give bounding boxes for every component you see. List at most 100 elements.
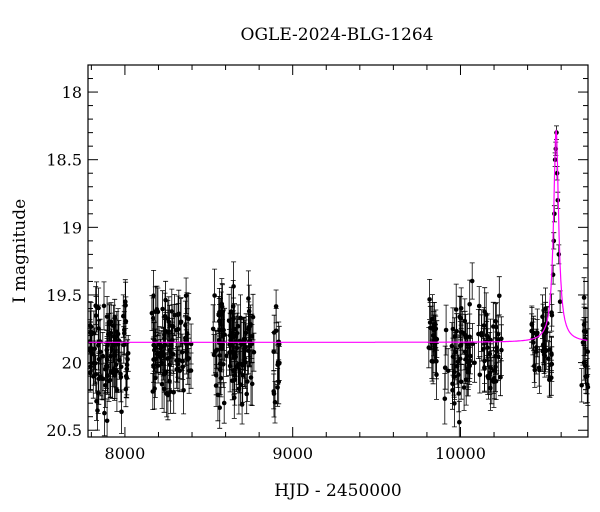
data-point-marker xyxy=(175,362,180,367)
data-point-marker xyxy=(100,353,106,359)
data-point-marker xyxy=(546,356,551,362)
data-point xyxy=(220,340,226,388)
data-point xyxy=(151,270,157,322)
data-point xyxy=(556,244,562,265)
data-point-marker xyxy=(183,323,188,328)
data-point-marker xyxy=(465,359,471,365)
data-point xyxy=(579,368,585,403)
data-point xyxy=(183,277,189,315)
data-point xyxy=(93,286,99,326)
data-point-marker xyxy=(233,354,238,360)
data-point-marker xyxy=(249,381,255,387)
data-point-marker xyxy=(109,347,115,352)
data-point-marker xyxy=(92,346,97,352)
data-point-marker xyxy=(251,349,257,355)
data-point-marker xyxy=(537,367,542,373)
data-point-marker xyxy=(220,309,225,314)
data-point-marker xyxy=(186,316,191,322)
data-point-marker xyxy=(112,372,118,377)
data-point xyxy=(456,400,462,437)
data-point-marker xyxy=(549,361,555,367)
data-point xyxy=(109,328,115,370)
data-point-marker xyxy=(101,303,107,309)
data-point-marker xyxy=(153,375,158,381)
data-point xyxy=(536,346,542,394)
x-tick-label: 8000 xyxy=(105,444,146,463)
data-point xyxy=(210,304,216,354)
data-point xyxy=(430,338,436,385)
error-bar xyxy=(456,400,462,437)
data-point-marker xyxy=(542,353,548,359)
data-point-marker xyxy=(104,418,110,424)
data-point-marker xyxy=(450,326,456,332)
data-point xyxy=(443,304,449,356)
data-point-marker xyxy=(234,330,240,336)
data-point-marker xyxy=(165,392,171,398)
data-point-marker xyxy=(580,340,586,345)
data-point-marker xyxy=(245,379,250,384)
data-point-marker xyxy=(165,356,170,361)
data-point xyxy=(542,334,548,378)
data-point-marker xyxy=(88,348,93,354)
data-point xyxy=(101,281,107,331)
data-point-marker xyxy=(532,367,538,373)
data-point-marker xyxy=(176,311,182,317)
data-point xyxy=(480,328,486,371)
data-point-marker xyxy=(231,284,236,289)
data-point-marker xyxy=(275,385,280,390)
data-point-marker xyxy=(442,365,448,371)
data-point-marker xyxy=(168,389,173,395)
data-point-marker xyxy=(552,211,557,217)
data-point-marker xyxy=(458,306,464,311)
data-point-marker xyxy=(488,337,493,343)
data-point-marker xyxy=(216,338,222,343)
data-point xyxy=(182,300,188,350)
data-point-marker xyxy=(215,392,221,398)
data-point xyxy=(498,358,503,397)
data-point xyxy=(179,333,185,371)
data-point xyxy=(102,344,108,394)
data-point xyxy=(534,308,540,358)
data-point xyxy=(442,345,448,390)
data-point-marker xyxy=(482,309,488,315)
data-point xyxy=(551,232,557,250)
data-point xyxy=(115,324,121,365)
y-tick-label: 20.5 xyxy=(46,421,82,440)
data-point-marker xyxy=(118,364,124,370)
data-point-marker xyxy=(102,410,107,416)
data-point xyxy=(472,342,478,383)
data-point xyxy=(240,317,246,370)
x-axis-label: HJD - 2450000 xyxy=(274,481,402,501)
data-point-marker xyxy=(457,419,462,425)
data-point-marker xyxy=(247,343,253,349)
data-point-marker xyxy=(556,252,562,257)
data-point-marker xyxy=(496,337,501,342)
data-point-marker xyxy=(442,396,448,402)
data-point xyxy=(234,312,240,354)
data-point xyxy=(152,358,158,398)
data-point-marker xyxy=(535,330,540,336)
data-point-marker xyxy=(188,368,194,373)
data-point-marker xyxy=(106,378,112,384)
data-point-marker xyxy=(161,386,167,392)
data-point-marker xyxy=(455,359,461,365)
data-point xyxy=(213,364,219,407)
data-point-marker xyxy=(481,346,486,352)
data-point-marker xyxy=(549,313,555,318)
data-point-marker xyxy=(243,359,248,365)
data-point xyxy=(455,335,461,388)
data-point xyxy=(249,361,255,406)
data-point xyxy=(240,347,246,403)
data-point-marker xyxy=(427,320,433,325)
plot-frame xyxy=(87,64,589,438)
data-point-marker xyxy=(150,315,156,321)
data-point-marker xyxy=(160,349,166,355)
data-point-marker xyxy=(113,362,119,368)
data-point xyxy=(219,284,225,339)
data-point-marker xyxy=(167,378,172,384)
data-point-marker xyxy=(104,314,110,319)
data-point-marker xyxy=(481,323,487,328)
data-point-marker xyxy=(434,372,439,378)
data-point xyxy=(150,373,156,410)
data-point-marker xyxy=(92,361,98,366)
